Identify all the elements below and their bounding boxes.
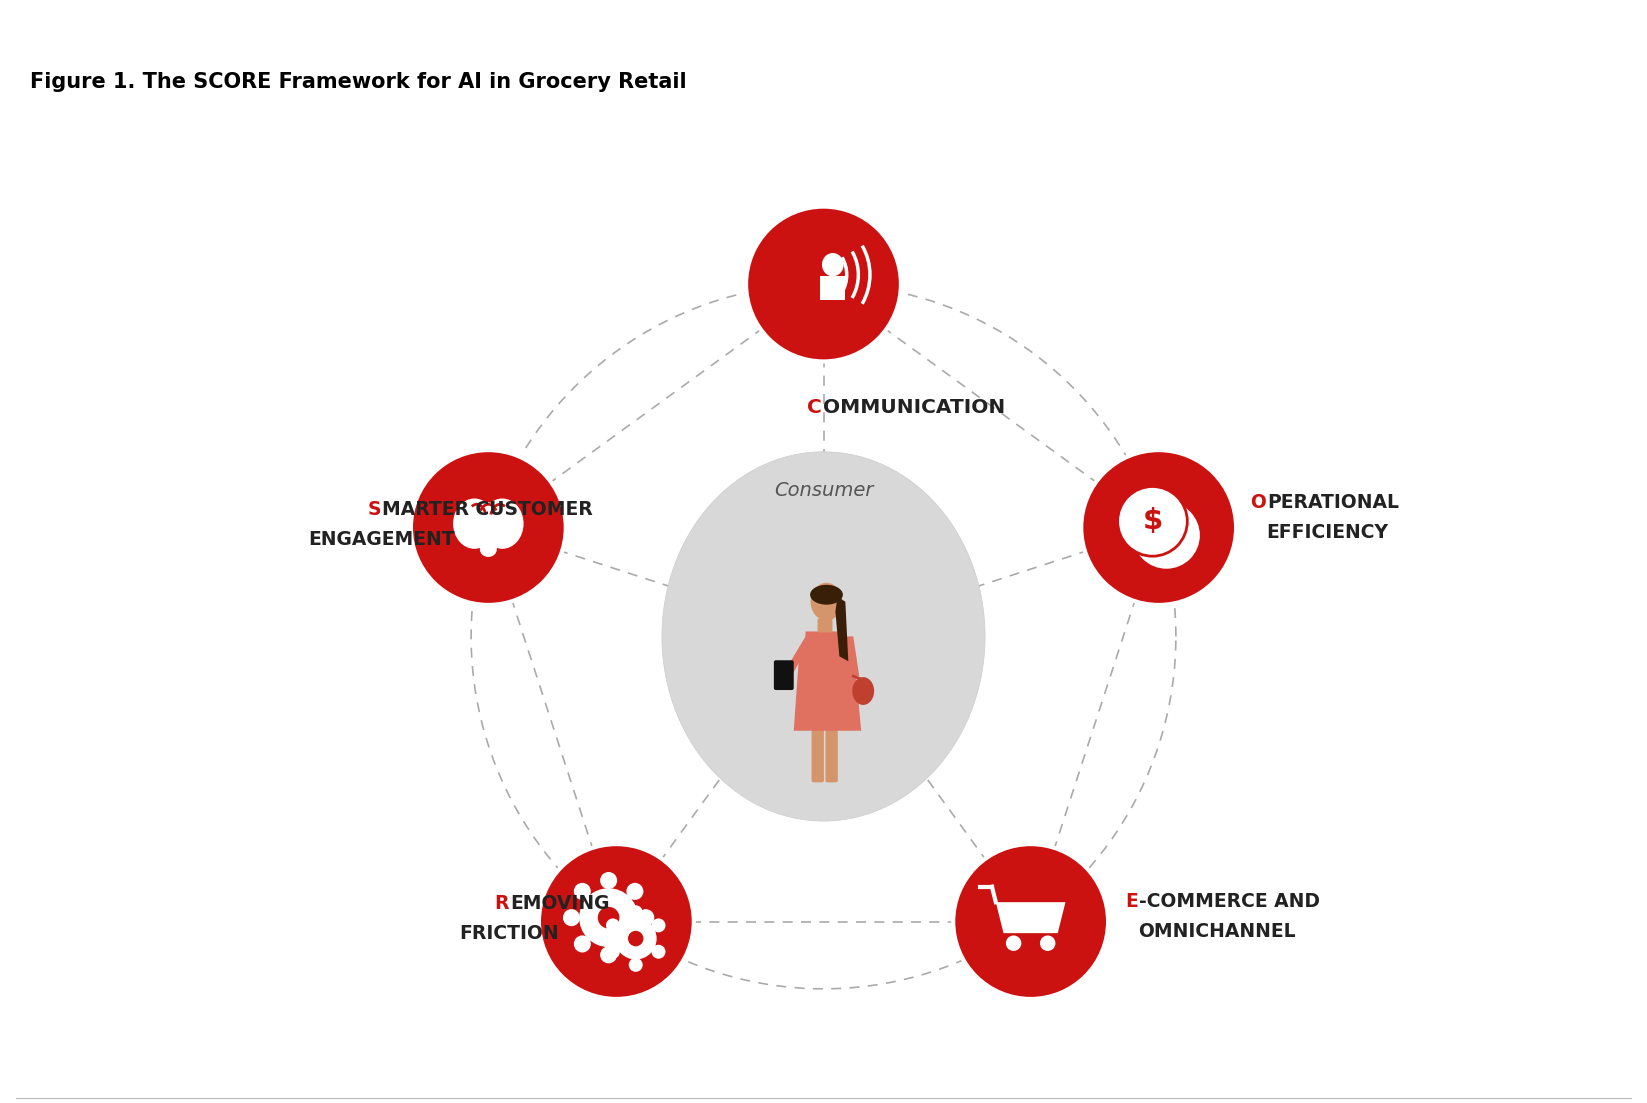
Polygon shape (843, 636, 860, 676)
Text: Figure 1. The SCORE Framework for AI in Grocery Retail: Figure 1. The SCORE Framework for AI in … (30, 72, 687, 92)
FancyBboxPatch shape (825, 724, 838, 782)
Circle shape (606, 945, 619, 959)
Ellipse shape (851, 677, 875, 705)
Circle shape (573, 935, 591, 953)
Circle shape (626, 935, 644, 953)
Text: C: C (807, 398, 822, 417)
Circle shape (606, 919, 619, 932)
Circle shape (539, 844, 693, 999)
Circle shape (652, 919, 665, 932)
Circle shape (580, 888, 637, 947)
Ellipse shape (479, 542, 497, 557)
Text: O: O (1250, 493, 1267, 512)
Text: OMNICHANNEL: OMNICHANNEL (1138, 922, 1296, 941)
Circle shape (1006, 935, 1021, 951)
Text: EFFICIENCY: EFFICIENCY (1267, 523, 1388, 542)
Text: FRICTION: FRICTION (460, 924, 558, 943)
Circle shape (1131, 501, 1201, 570)
Circle shape (954, 844, 1108, 999)
Polygon shape (820, 276, 845, 300)
Circle shape (563, 909, 580, 927)
Text: ENGAGEMENT: ENGAGEMENT (308, 529, 455, 549)
Text: OMMUNICATION: OMMUNICATION (822, 398, 1005, 417)
Circle shape (573, 882, 591, 900)
Text: E: E (1125, 892, 1138, 911)
Polygon shape (804, 631, 848, 662)
Text: S: S (367, 500, 380, 520)
Circle shape (598, 907, 619, 929)
Circle shape (746, 206, 901, 362)
Text: Consumer: Consumer (774, 481, 873, 500)
Circle shape (626, 882, 644, 900)
Ellipse shape (478, 502, 499, 545)
Text: R: R (494, 895, 509, 913)
Circle shape (410, 450, 567, 604)
Ellipse shape (481, 499, 524, 549)
Ellipse shape (810, 582, 842, 621)
Text: MARTER CUSTOMER: MARTER CUSTOMER (382, 500, 593, 520)
Circle shape (600, 946, 618, 963)
Text: EMOVING: EMOVING (511, 895, 609, 913)
Polygon shape (835, 597, 848, 662)
Ellipse shape (822, 253, 843, 276)
Circle shape (600, 872, 618, 889)
Text: $: $ (1143, 507, 1163, 535)
Text: -COMMERCE AND: -COMMERCE AND (1138, 892, 1319, 911)
Circle shape (652, 945, 665, 959)
Text: PERATIONAL: PERATIONAL (1267, 493, 1398, 512)
Circle shape (629, 906, 642, 919)
Circle shape (628, 931, 644, 946)
Circle shape (629, 957, 642, 972)
Circle shape (637, 909, 654, 927)
Ellipse shape (776, 670, 791, 683)
Polygon shape (996, 902, 1066, 933)
FancyBboxPatch shape (817, 619, 832, 632)
FancyBboxPatch shape (812, 724, 824, 782)
Circle shape (1118, 486, 1187, 556)
FancyBboxPatch shape (774, 661, 794, 690)
Ellipse shape (453, 499, 496, 549)
Polygon shape (794, 646, 861, 730)
Ellipse shape (662, 452, 985, 821)
Polygon shape (782, 636, 814, 681)
Circle shape (1039, 935, 1056, 951)
Circle shape (1080, 450, 1237, 604)
Circle shape (614, 918, 657, 960)
Ellipse shape (810, 585, 843, 604)
